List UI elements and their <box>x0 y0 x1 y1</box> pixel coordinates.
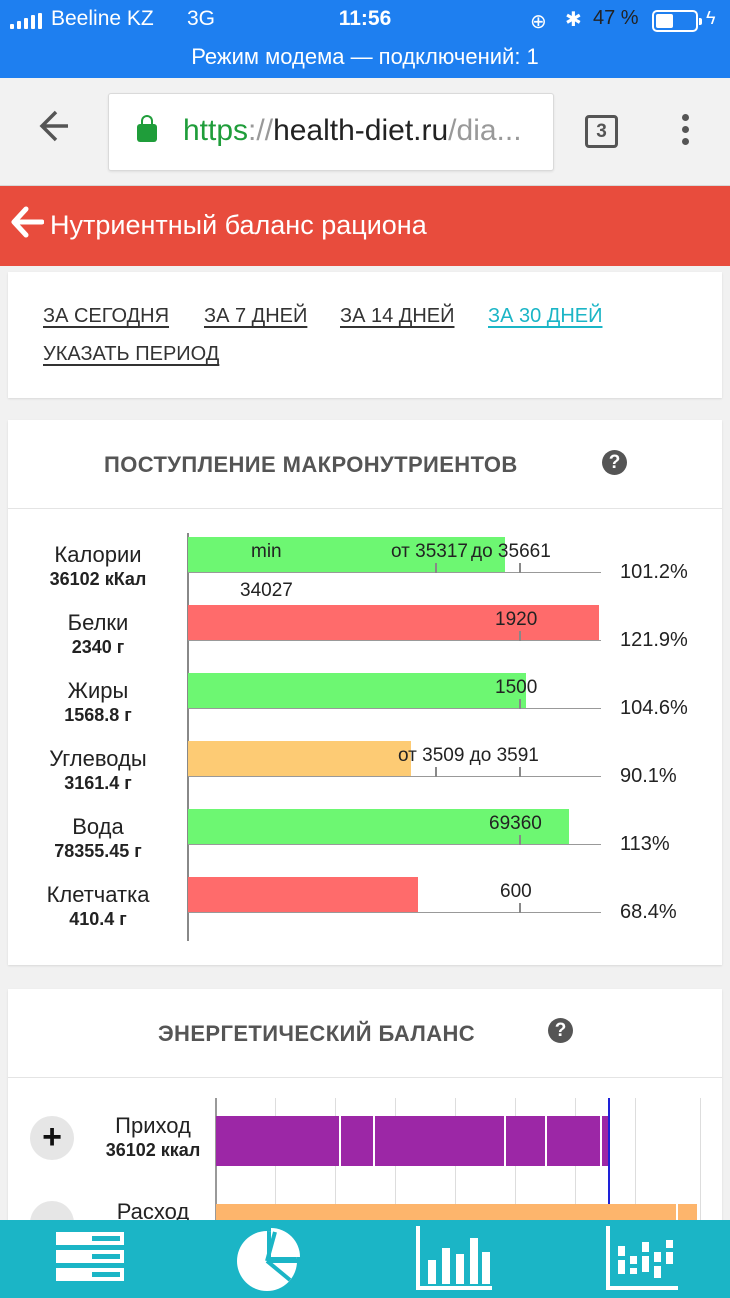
energy-balance-card: ЭНЕРГЕТИЧЕСКИЙ БАЛАНС ? + Приход 36102 к… <box>8 989 722 1245</box>
bar-baseline <box>188 708 601 709</box>
hotspot-banner[interactable]: Режим модема — подключений: 1 <box>0 40 730 78</box>
macro-card-header: ПОСТУПЛЕНИЕ МАКРОНУТРИЕНТОВ ? <box>8 420 722 509</box>
bluetooth-icon: ✱ <box>565 9 582 31</box>
battery-percent: 47 % <box>593 7 639 29</box>
segment-divider <box>339 1116 341 1166</box>
energy-label: Приход 36102 ккал <box>105 1113 201 1160</box>
nutrient-label: Углеводы 3161.4 г <box>49 746 147 793</box>
nutrient-label: Вода 78355.45 г <box>54 814 142 861</box>
bar-tick <box>519 563 521 573</box>
nutrient-percent: 68.4% <box>620 901 677 923</box>
macronutrient-card: ПОСТУПЛЕНИЕ МАКРОНУТРИЕНТОВ ? Калории 36… <box>8 420 722 965</box>
nutrient-bar <box>188 605 599 641</box>
clock: 11:56 <box>338 7 392 30</box>
nav-table-button[interactable] <box>0 1220 182 1298</box>
bar-label: 69360 <box>489 813 542 834</box>
bar-tick <box>519 835 521 845</box>
period-selector: ЗА СЕГОДНЯ ЗА 7 ДНЕЙ ЗА 14 ДНЕЙ ЗА 30 ДН… <box>8 272 722 398</box>
tab-switcher-button[interactable]: 3 <box>585 115 618 148</box>
range-chart-icon <box>606 1226 678 1290</box>
energy-card-header: ЭНЕРГЕТИЧЕСКИЙ БАЛАНС ? <box>8 989 722 1078</box>
nutrient-percent: 121.9% <box>620 629 688 651</box>
bar-label: до 35661 <box>471 541 551 562</box>
period-14-days-link[interactable]: ЗА 14 ДНЕЙ <box>340 305 455 327</box>
bar-label: от 3509 до 3591 <box>398 745 539 766</box>
nutrient-label: Клетчатка 410.4 г <box>46 882 150 929</box>
carrier-name: Beeline KZ <box>51 7 154 30</box>
status-bar: Beeline KZ 3G 11:56 ⊕ ✱ 47 % ϟ <box>0 0 730 40</box>
grid-line <box>700 1098 701 1229</box>
bar-label: от 35317 <box>391 541 468 562</box>
bar-tick <box>435 563 437 573</box>
bar-baseline <box>188 912 601 913</box>
nutrient-bar <box>188 741 411 777</box>
bar-baseline <box>188 776 601 777</box>
bar-tick <box>519 903 521 913</box>
orientation-lock-icon: ⊕ <box>530 11 547 33</box>
bar-tick <box>519 699 521 709</box>
nutrient-bar <box>188 877 418 913</box>
target-marker <box>608 1098 610 1229</box>
signal-icon <box>10 13 42 29</box>
nav-bar-chart-button[interactable] <box>364 1220 546 1298</box>
help-icon[interactable]: ? <box>548 1018 573 1043</box>
bar-label: 1500 <box>495 677 538 698</box>
bar-label: min <box>251 541 282 562</box>
bar-chart-icon <box>416 1226 492 1290</box>
bar-tick <box>435 767 437 777</box>
segment-divider <box>545 1116 547 1166</box>
bar-baseline <box>188 844 601 845</box>
macro-card-title: ПОСТУПЛЕНИЕ МАКРОНУТРИЕНТОВ <box>104 452 518 477</box>
bottom-navigation <box>0 1220 730 1298</box>
pie-chart-icon <box>237 1228 300 1291</box>
back-arrow-icon[interactable] <box>34 106 70 156</box>
network-type: 3G <box>187 7 216 30</box>
secure-lock-icon <box>137 115 157 142</box>
nutrient-bar <box>188 537 505 573</box>
energy-label: Расход <box>116 1199 190 1224</box>
nav-range-chart-button[interactable] <box>546 1220 728 1298</box>
grid-line <box>635 1098 636 1229</box>
nutrient-label: Жиры 1568.8 г <box>64 678 132 725</box>
nutrient-label: Белки 2340 г <box>67 610 129 657</box>
bar-label: 600 <box>500 881 532 902</box>
nutrient-percent: 101.2% <box>620 561 688 583</box>
nutrient-percent: 113% <box>620 833 670 855</box>
period-7-days-link[interactable]: ЗА 7 ДНЕЙ <box>204 305 308 327</box>
browser-toolbar: https://health-diet.ru/dia... 3 <box>0 78 730 186</box>
segment-divider <box>373 1116 375 1166</box>
chart-axis <box>187 533 189 941</box>
bar-label: 34027 <box>240 580 293 601</box>
period-30-days-link[interactable]: ЗА 30 ДНЕЙ <box>488 305 603 327</box>
url-bar[interactable]: https://health-diet.ru/dia... <box>108 93 554 171</box>
add-income-button[interactable]: + <box>30 1116 74 1160</box>
nav-pie-button[interactable] <box>182 1220 364 1298</box>
bar-baseline <box>188 572 601 573</box>
period-custom-link[interactable]: УКАЗАТЬ ПЕРИОД <box>43 343 220 365</box>
page-header: Нутриентный баланс рациона <box>0 186 730 266</box>
bar-tick <box>519 767 521 777</box>
back-icon[interactable] <box>10 205 45 247</box>
nutrient-percent: 90.1% <box>620 765 677 787</box>
segment-divider <box>504 1116 506 1166</box>
bar-label: 1920 <box>495 609 538 630</box>
bar-baseline <box>188 640 601 641</box>
income-bar <box>216 1116 609 1166</box>
help-icon[interactable]: ? <box>602 450 627 475</box>
page-title: Нутриентный баланс рациона <box>50 210 427 240</box>
nutrient-label: Калории 36102 кКал <box>49 542 147 589</box>
table-icon <box>56 1232 124 1281</box>
nutrient-bar <box>188 673 526 709</box>
battery-icon <box>652 10 702 32</box>
nutrient-bar <box>188 809 569 845</box>
url-text[interactable]: https://health-diet.ru/dia... <box>183 114 522 147</box>
more-menu-icon[interactable] <box>682 114 690 150</box>
charging-icon: ϟ <box>706 8 716 28</box>
nutrient-percent: 104.6% <box>620 697 688 719</box>
energy-card-title: ЭНЕРГЕТИЧЕСКИЙ БАЛАНС <box>158 1021 476 1046</box>
segment-divider <box>600 1116 602 1166</box>
bar-tick <box>519 631 521 641</box>
period-today-link[interactable]: ЗА СЕГОДНЯ <box>43 305 170 327</box>
